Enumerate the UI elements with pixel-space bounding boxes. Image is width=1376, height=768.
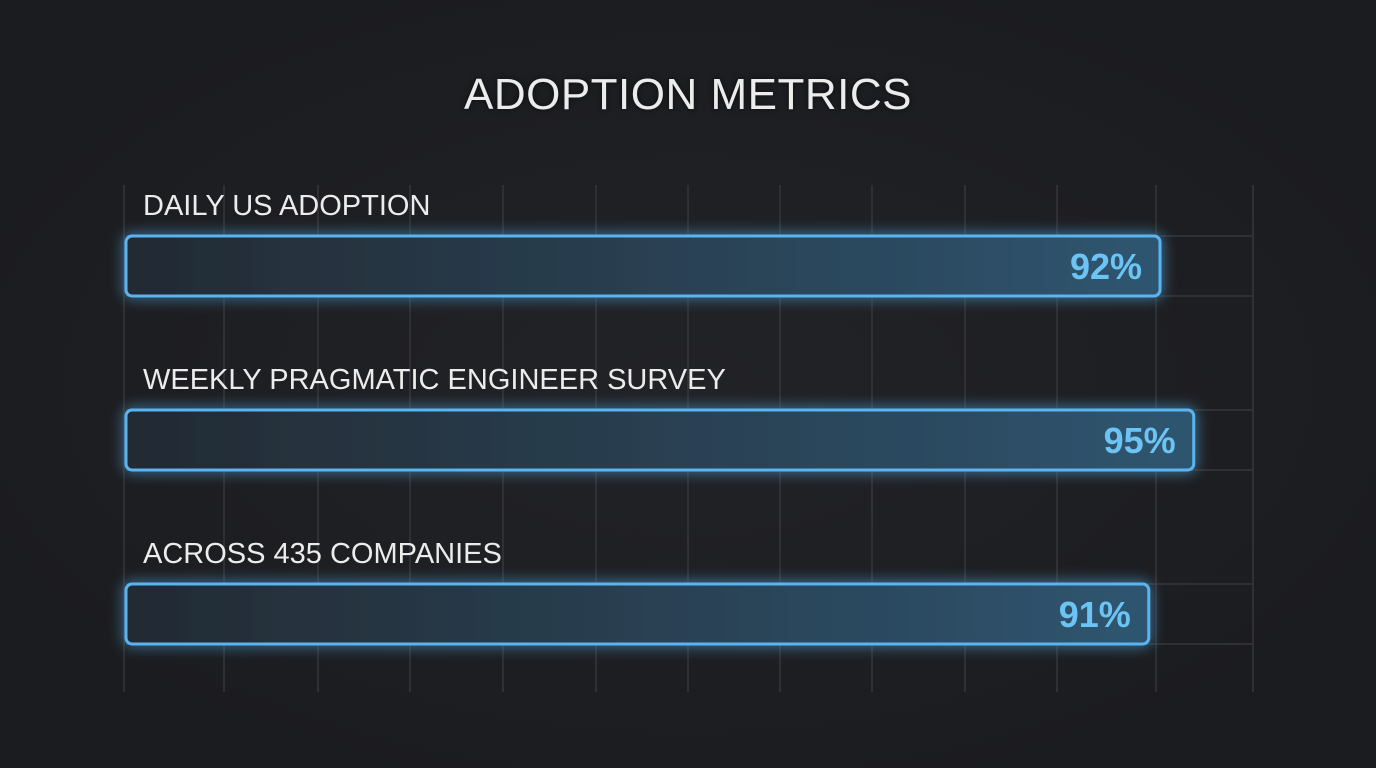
category-label: WEEKLY PRAGMATIC ENGINEER SURVEY	[143, 364, 726, 396]
chart-title: ADOPTION METRICS	[463, 70, 913, 119]
value-label: 91%	[1059, 594, 1131, 635]
bar	[124, 582, 1151, 646]
value-label: 95%	[1104, 420, 1176, 461]
category-label: ACROSS 435 COMPANIES	[143, 538, 502, 570]
category-label: DAILY US ADOPTION	[143, 190, 430, 222]
value-label: 92%	[1070, 246, 1142, 287]
bar	[124, 234, 1162, 298]
bar	[124, 408, 1196, 472]
